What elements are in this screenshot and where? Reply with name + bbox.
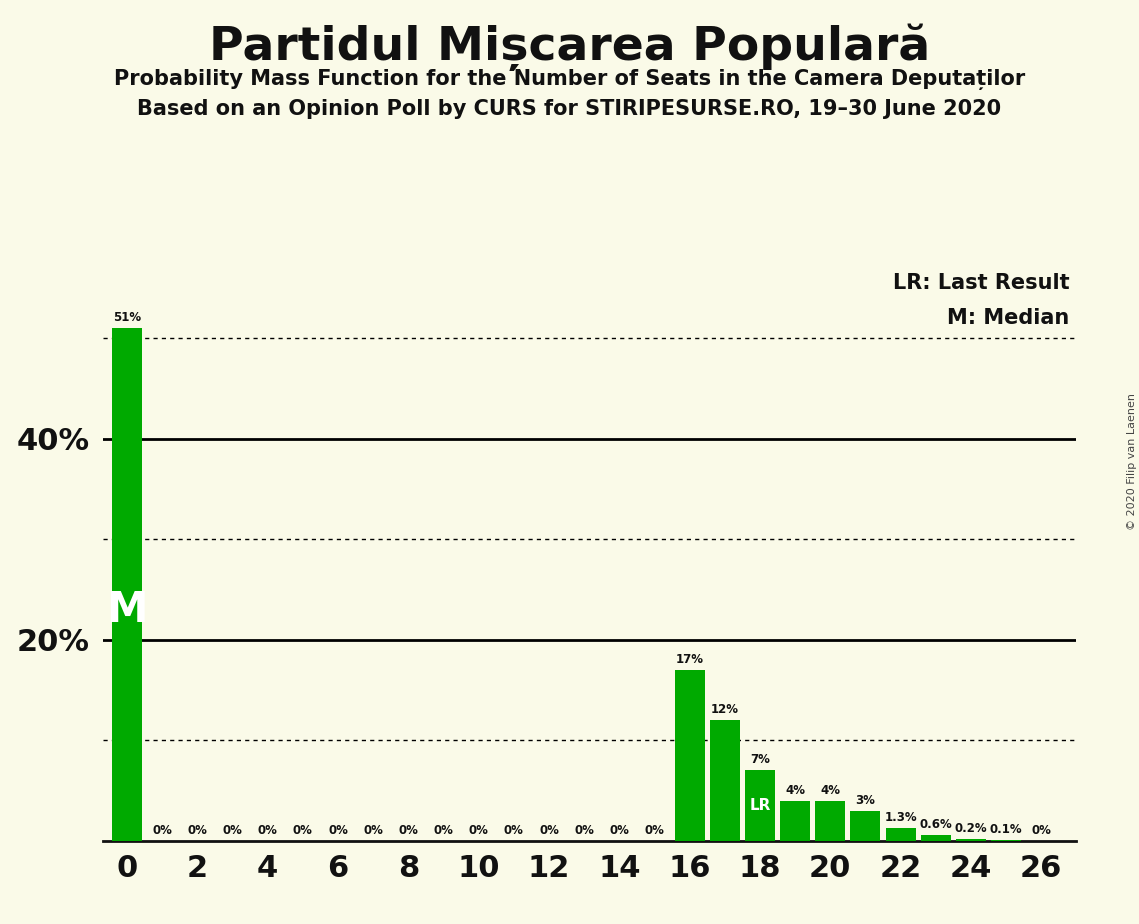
Text: 0.6%: 0.6% (919, 818, 952, 831)
Text: Partidul Mișcarea Populară: Partidul Mișcarea Populară (208, 23, 931, 70)
Bar (710, 720, 739, 841)
Text: Probability Mass Function for the Number of Seats in the Camera Deputaților: Probability Mass Function for the Number… (114, 69, 1025, 91)
Text: 0%: 0% (363, 824, 383, 837)
Text: 12%: 12% (711, 703, 739, 716)
Bar (780, 800, 810, 841)
Text: 0%: 0% (469, 824, 489, 837)
Text: © 2020 Filip van Laenen: © 2020 Filip van Laenen (1126, 394, 1137, 530)
Bar (674, 670, 705, 841)
Text: LR: LR (749, 798, 771, 813)
Text: 0%: 0% (609, 824, 629, 837)
Bar (745, 771, 775, 841)
Bar (816, 800, 845, 841)
Text: 0.1%: 0.1% (990, 822, 1023, 836)
Text: 0%: 0% (574, 824, 595, 837)
Text: 0%: 0% (222, 824, 243, 837)
Text: LR: Last Result: LR: Last Result (893, 273, 1070, 293)
Text: 0%: 0% (257, 824, 278, 837)
Text: 17%: 17% (675, 653, 704, 666)
Bar (112, 328, 142, 841)
Text: 0%: 0% (293, 824, 313, 837)
Text: 0%: 0% (1031, 824, 1051, 837)
Bar (920, 834, 951, 841)
Bar (851, 810, 880, 841)
Text: 0%: 0% (539, 824, 559, 837)
Text: 1.3%: 1.3% (884, 810, 917, 824)
Text: 0%: 0% (503, 824, 524, 837)
Text: 0%: 0% (434, 824, 453, 837)
Text: 51%: 51% (113, 311, 141, 324)
Bar (956, 839, 986, 841)
Bar (886, 828, 916, 841)
Text: 0%: 0% (399, 824, 418, 837)
Text: 0%: 0% (188, 824, 207, 837)
Text: 4%: 4% (820, 784, 841, 796)
Text: 4%: 4% (785, 784, 805, 796)
Text: M: M (106, 590, 148, 631)
Text: Based on an Opinion Poll by CURS for STIRIPESURSE.RO, 19–30 June 2020: Based on an Opinion Poll by CURS for STI… (138, 99, 1001, 119)
Bar (991, 840, 1021, 841)
Text: 3%: 3% (855, 794, 876, 807)
Text: 0%: 0% (645, 824, 664, 837)
Text: 7%: 7% (749, 753, 770, 767)
Text: 0.2%: 0.2% (954, 821, 988, 834)
Text: 0%: 0% (153, 824, 172, 837)
Text: M: Median: M: Median (947, 309, 1070, 328)
Text: 0%: 0% (328, 824, 349, 837)
